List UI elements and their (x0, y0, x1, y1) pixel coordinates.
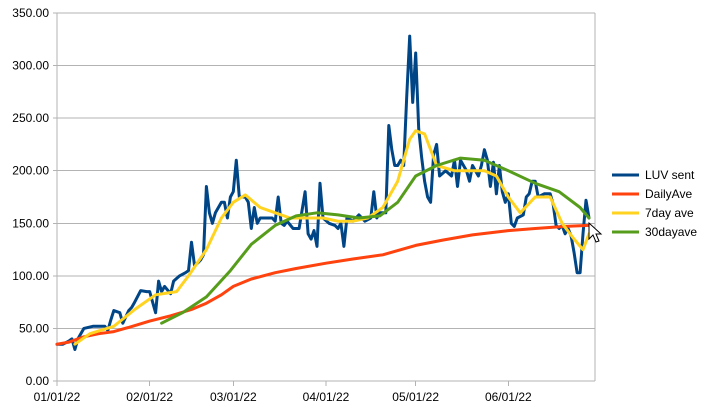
mouse-pointer-icon (588, 221, 603, 243)
legend-label: LUV sent (645, 168, 695, 182)
grid (57, 12, 595, 382)
legend: LUV sent DailyAve 7day ave 30dayave (612, 168, 697, 239)
y-tick-label: 100.00 (12, 269, 49, 283)
series-lines (55, 34, 591, 351)
y-tick-label: 250.00 (12, 111, 49, 125)
legend-label: DailyAve (645, 187, 692, 201)
y-tick-label: 300.00 (12, 59, 49, 73)
y-tick-label: 150.00 (12, 216, 49, 230)
series-line-dailyave (55, 223, 591, 346)
y-tick-label: 0.00 (26, 374, 50, 388)
x-tick-label: 02/01/22 (126, 390, 173, 404)
y-tick-label: 350.00 (12, 6, 49, 20)
x-tick-label: 06/01/22 (485, 390, 532, 404)
x-tick-label: 01/01/22 (34, 390, 81, 404)
x-tick-label: 03/01/22 (210, 390, 257, 404)
x-tick-label: 05/01/22 (392, 390, 439, 404)
y-tick-label: 200.00 (12, 164, 49, 178)
series-line-30dayave (160, 156, 591, 325)
y-tick-label: 50.00 (19, 321, 49, 335)
series-line-luv-sent (55, 34, 591, 351)
series-line-7day-ave (73, 129, 591, 346)
axes: 0.00 50.00 100.00 150.00 200.00 250.00 300.00 3… (12, 6, 596, 404)
legend-label: 30dayave (645, 225, 697, 239)
legend-label: 7day ave (645, 206, 694, 220)
x-tick-label: 04/01/22 (303, 390, 350, 404)
